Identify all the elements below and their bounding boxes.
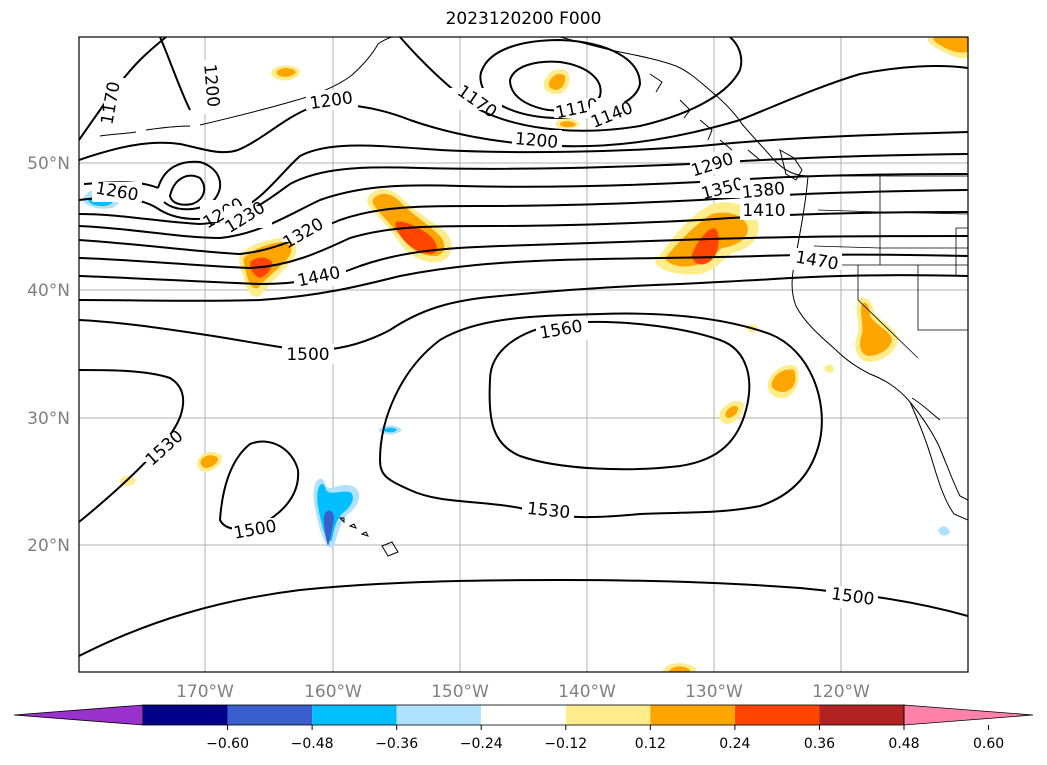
fill-patch-hawaii-neg-strong [324, 510, 334, 546]
fill-patch-hawaii-west-mid [200, 455, 218, 468]
fill-patch-gulf-alaska-mid [548, 74, 566, 90]
colorbar-outline [142, 704, 905, 726]
colorbar-segment [312, 705, 397, 725]
colorbar-tick-label: 0.24 [719, 736, 750, 752]
contour-1350 [79, 173, 968, 240]
colorbar-tick-label: −0.12 [544, 736, 587, 752]
fill-patch-east-small-mid [725, 405, 738, 418]
border-states-2 [813, 212, 968, 265]
lon-label-120w: 120°W [812, 682, 870, 702]
fill-patch-ne-pacific-coast-strong [692, 228, 719, 265]
colorbar-segment [143, 705, 228, 725]
contour-label: 1500 [286, 345, 329, 365]
colorbar-tick-label: −0.24 [460, 736, 503, 752]
lon-label-150w: 150°W [431, 682, 489, 702]
fill-patch-neg-east [938, 526, 950, 536]
contour-1530-south [378, 312, 823, 519]
fill-patch-california-mid [860, 302, 892, 356]
lon-label-170w: 170°W [176, 682, 234, 702]
contour-lines [79, 37, 968, 657]
lon-label-130w: 130°W [685, 682, 743, 702]
lon-label-160w: 160°W [304, 682, 362, 702]
fill-patch-bottom-mid [668, 666, 690, 672]
contour-1530-west [79, 369, 185, 523]
contour-label: 1380 [741, 179, 786, 203]
contour-label: 1200 [199, 63, 223, 108]
lat-label-50n: 50°N [27, 154, 70, 174]
colorbar-segment [734, 705, 820, 725]
colorbar-tick-label: −0.36 [375, 736, 418, 752]
contour-1200-west [79, 65, 968, 161]
lat-label-20n: 20°N [27, 536, 70, 556]
colorbar: −0.60 −0.48 −0.36 −0.24 −0.12 0.12 0.24 0.36 0.4… [13, 704, 1034, 752]
fill-patch-mid-pacific-strong [395, 221, 437, 254]
colorbar-segment [819, 705, 904, 725]
contour-1290 [79, 131, 968, 220]
contour-label: 1410 [742, 201, 785, 221]
contour-1140 [479, 38, 642, 120]
colorbar-tick-label: −0.48 [291, 736, 334, 752]
colorbar-segment [396, 705, 482, 725]
coast-alaska-peninsula [199, 37, 393, 126]
longitude-labels: 170°W 160°W 150°W 140°W 130°W 120°W [176, 682, 870, 702]
latitude-labels: 50°N 40°N 30°N 20°N [27, 154, 70, 556]
map-title: 2023120200 F000 [445, 9, 602, 29]
coast-hawaii-islands [338, 517, 399, 557]
fill-patch-baja-mid [771, 369, 796, 392]
coast-aleutians [99, 125, 191, 137]
contour-1230 [168, 174, 206, 206]
colorbar-tick-label: 0.60 [973, 736, 1004, 752]
colorbar-tick-label: −0.60 [206, 736, 249, 752]
fill-patch-gulf-small-mid [560, 121, 576, 128]
colorbar-tick-label: 0.12 [635, 736, 666, 752]
coast-vancouver [779, 148, 803, 181]
contour-1440 [79, 235, 968, 286]
lon-label-140w: 140°W [558, 682, 616, 702]
colorbar-tick-label: 0.36 [804, 736, 835, 752]
lat-label-40n: 40°N [27, 281, 70, 301]
contour-labels: 1170 1200 1200 1170 1110 1140 1200 1260 … [92, 60, 878, 610]
colorbar-extend-low [13, 704, 144, 726]
coast-baja-west [909, 401, 968, 521]
contour-1200-north [159, 37, 191, 111]
fill-patch-ca-small [824, 364, 834, 373]
coast-gulf-california [911, 397, 941, 421]
contour-label: 1530 [526, 499, 571, 523]
fill-patch-top-right-mid [933, 37, 968, 53]
coast-west-us [791, 175, 968, 501]
colorbar-segment [650, 705, 735, 725]
colorbar-segment [481, 705, 566, 725]
contour-1110 [508, 60, 602, 112]
fill-patch-aleutian-mid [276, 68, 296, 77]
contour-label: 1200 [514, 129, 559, 153]
contour-1500-north [79, 274, 968, 352]
map-frame [78, 36, 969, 673]
contour-1320 [79, 153, 968, 226]
lat-label-30n: 30°N [27, 409, 70, 429]
fill-patch-neg-small-mid [383, 427, 397, 433]
colorbar-segment [565, 705, 651, 725]
colorbar-segment [227, 705, 313, 725]
colorbar-extend-high [903, 704, 1034, 726]
colorbar-tick-label: 0.48 [888, 736, 919, 752]
